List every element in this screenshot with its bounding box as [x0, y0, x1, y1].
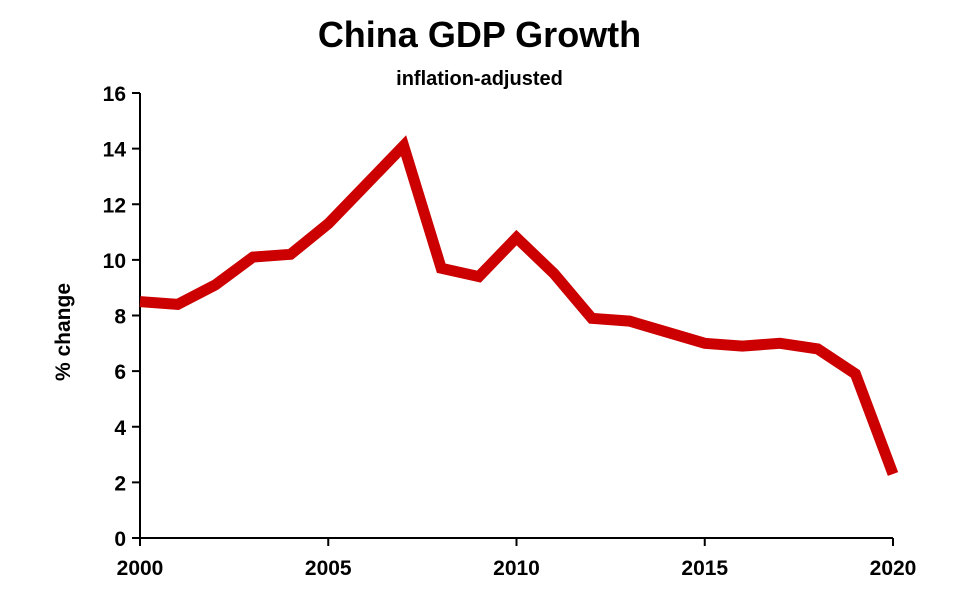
y-tick-label: 12: [103, 194, 126, 217]
chart-subtitle: inflation-adjusted: [396, 68, 563, 90]
y-tick-label: 16: [103, 83, 126, 106]
y-tick-label: 0: [114, 528, 126, 551]
x-axis: 2000 2005 2010 2015 2020: [117, 537, 917, 580]
series-group: [139, 135, 899, 476]
x-tick-label: 2000: [117, 557, 164, 580]
x-tick-label: 2015: [681, 557, 728, 580]
y-tick-label: 2: [114, 472, 126, 495]
x-tick-label: 2005: [305, 557, 352, 580]
y-tick-label: 10: [103, 250, 126, 273]
series-line: [139, 135, 899, 476]
y-axis: 0 2 4 6 8 10 12 14 16: [103, 83, 141, 551]
x-tick-label: 2020: [870, 557, 917, 580]
y-tick-label: 14: [103, 139, 127, 162]
chart-title: China GDP Growth: [317, 14, 642, 55]
x-tick-label: 2010: [493, 557, 540, 580]
y-axis-title: % change: [52, 283, 75, 381]
y-tick-label: 6: [114, 361, 126, 384]
y-tick-label: 4: [114, 417, 126, 440]
y-tick-label: 8: [114, 306, 126, 329]
